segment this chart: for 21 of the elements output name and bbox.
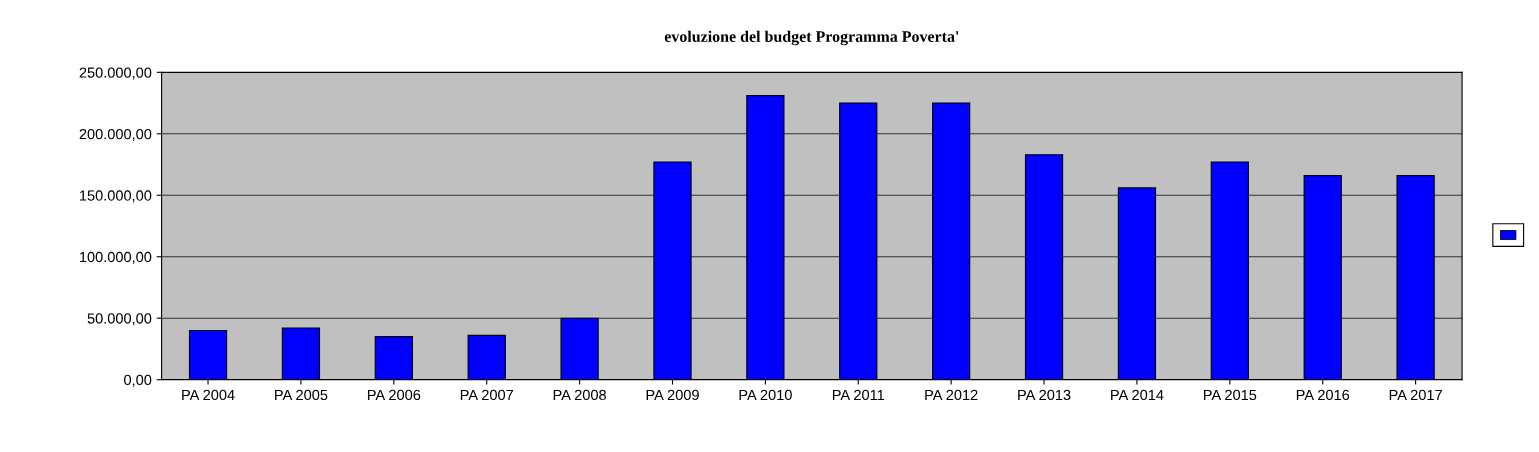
y-tick-label: 200.000,00 xyxy=(79,128,152,141)
y-tick-label: 100.000,00 xyxy=(80,251,152,264)
x-tick-label: PA 2008 xyxy=(553,389,606,401)
x-tick-label: PA 2014 xyxy=(1111,389,1164,401)
x-tick-label: PA 2006 xyxy=(367,389,421,401)
x-tick-label: PA 2017 xyxy=(1389,389,1442,401)
x-tick-label: PA 2010 xyxy=(739,389,792,401)
y-tick-label: 150.000,00 xyxy=(80,190,152,203)
x-tick-label: PA 2007 xyxy=(460,389,514,401)
x-tick-label: PA 2009 xyxy=(646,389,699,401)
x-tick-label: PA 2012 xyxy=(925,389,978,401)
x-tick-label: PA 2013 xyxy=(1018,389,1071,401)
y-tick-label: 0,00 xyxy=(124,374,152,387)
x-tick-label: PA 2005 xyxy=(275,389,328,401)
chart-title: evoluzione del budget Programma Poverta' xyxy=(664,30,959,46)
x-tick-label: PA 2016 xyxy=(1296,389,1350,401)
x-tick-label: PA 2004 xyxy=(182,389,235,401)
y-tick-label: 250.000,00 xyxy=(79,67,152,80)
x-tick-label: PA 2015 xyxy=(1203,389,1257,401)
x-tick-label: PA 2011 xyxy=(832,389,885,401)
y-tick-label: 50.000,00 xyxy=(87,313,152,326)
